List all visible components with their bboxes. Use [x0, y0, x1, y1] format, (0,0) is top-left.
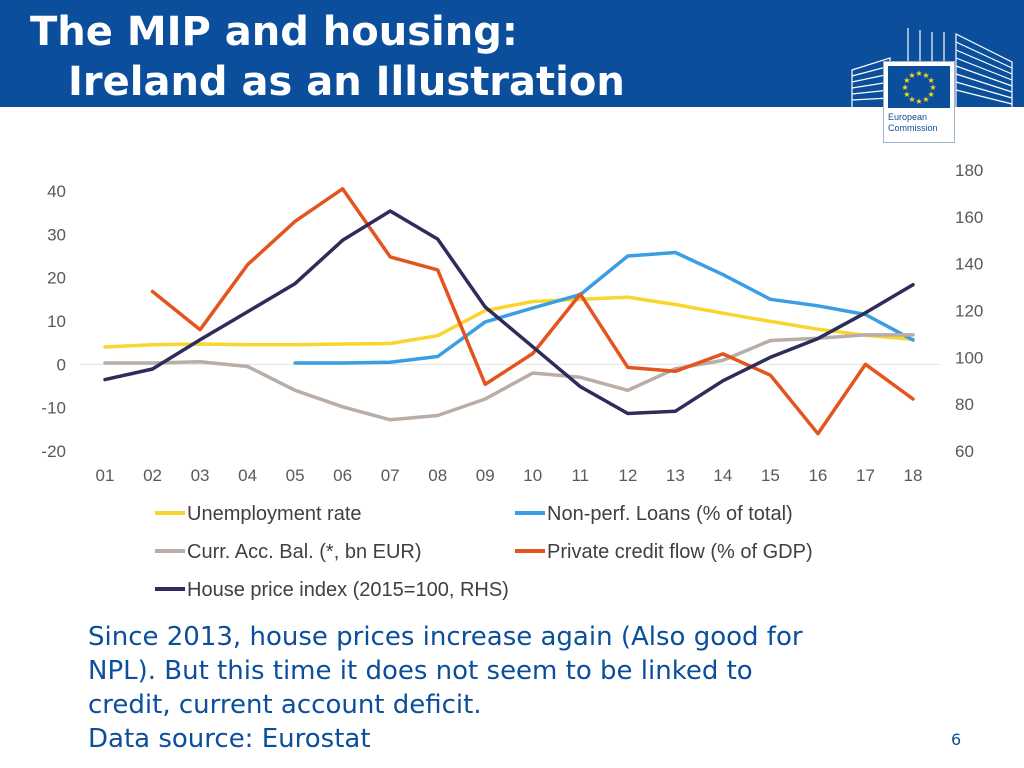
eu-star-icon: ★: [928, 90, 935, 99]
y-right-tick-label: 60: [955, 442, 974, 461]
eu-flag: ★ ★ ★ ★ ★ ★ ★ ★ ★ ★ ★ ★: [888, 66, 950, 108]
caption-line-3: credit, current account deficit.: [88, 690, 482, 720]
eu-star-icon: ★: [922, 71, 929, 80]
caption-line-2: NPL). But this time it does not seem to …: [88, 656, 753, 686]
x-tick-label: 08: [428, 466, 447, 485]
y-left-tick-label: 10: [47, 312, 66, 331]
legend-label: House price index (2015=100, RHS): [187, 579, 509, 601]
eu-star-icon: ★: [903, 76, 910, 85]
x-axis-ticks: 01 02 03 04 05 06 07 08 09 10 11 12 13 14 15 16 17 18: [96, 466, 923, 485]
x-tick-label: 05: [286, 466, 305, 485]
caption-line-4: Data source: Eurostat: [88, 724, 371, 754]
logo-text-line-2: Commission: [888, 123, 938, 133]
x-tick-label: 02: [143, 466, 162, 485]
y-right-tick-label: 180: [955, 161, 983, 180]
y-left-tick-label: 0: [57, 355, 66, 374]
eu-star-icon: ★: [908, 95, 915, 104]
x-tick-label: 10: [523, 466, 542, 485]
x-tick-label: 15: [761, 466, 780, 485]
y-left-tick-label: -20: [41, 442, 66, 461]
x-tick-label: 14: [713, 466, 732, 485]
logo-panel: ★ ★ ★ ★ ★ ★ ★ ★ ★ ★ ★ ★ European Commission: [883, 61, 955, 143]
y-left-tick-label: 30: [47, 225, 66, 244]
x-tick-label: 11: [571, 466, 589, 485]
legend-label: Curr. Acc. Bal. (*, bn EUR): [187, 541, 422, 563]
x-tick-label: 04: [238, 466, 257, 485]
eu-stars-icon: ★ ★★★★★★★★★★★: [901, 69, 936, 106]
x-tick-label: 09: [476, 466, 495, 485]
legend-label: Unemployment rate: [187, 503, 362, 525]
x-tick-label: 07: [381, 466, 400, 485]
page-number: 6: [951, 730, 962, 749]
legend-label: Non-perf. Loans (% of total): [547, 503, 793, 525]
y-right-tick-label: 100: [955, 348, 983, 367]
y-right-tick-label: 80: [955, 395, 974, 414]
x-tick-label: 12: [618, 466, 637, 485]
eu-star-icon: ★: [908, 71, 915, 80]
logo-text-line-1: European: [888, 112, 928, 122]
left-axis-ticks: -20 -10 0 10 20 30 40: [41, 182, 66, 461]
eu-star-icon: ★: [915, 97, 922, 106]
series-line: [293, 250, 915, 365]
eu-star-icon: ★: [929, 83, 936, 92]
series-line: [150, 187, 915, 436]
right-axis-ticks: 60 80 100 120 140 160 180: [955, 161, 983, 461]
line-chart: -20 -10 0 10 20 30 40 60 80 100 120 140 160 180 01 02…: [41, 161, 983, 601]
series-lines: [103, 187, 915, 436]
x-tick-label: 13: [666, 466, 685, 485]
logo-text: European Commission: [888, 112, 938, 134]
x-tick-label: 18: [904, 466, 923, 485]
slide-title-line-1: The MIP and housing:: [30, 9, 518, 55]
eu-star-icon: ★: [922, 95, 929, 104]
series-line: [103, 295, 915, 349]
slide-caption: Since 2013, house prices increase again …: [88, 620, 908, 756]
slide-title-line-2: Ireland as an Illustration: [68, 59, 625, 105]
eu-star-icon: ★: [901, 83, 908, 92]
x-tick-label: 17: [856, 466, 875, 485]
header-bar: The MIP and housing: Ireland as an Illus…: [0, 0, 1024, 107]
x-tick-label: 01: [96, 466, 115, 485]
y-right-tick-label: 120: [955, 302, 983, 321]
legend-label: Private credit flow (% of GDP): [547, 541, 813, 563]
y-left-tick-label: -10: [41, 399, 66, 418]
y-left-tick-label: 20: [47, 269, 66, 288]
eu-star-icon: ★: [928, 76, 935, 85]
caption-line-1: Since 2013, house prices increase again …: [88, 622, 803, 652]
chart-legend: Unemployment rate Non-perf. Loans (% of t…: [155, 503, 813, 601]
eu-star-icon: ★: [915, 69, 922, 78]
y-right-tick-label: 140: [955, 255, 983, 274]
eu-star-icon: ★: [903, 90, 910, 99]
y-right-tick-label: 160: [955, 208, 983, 227]
x-tick-label: 03: [191, 466, 210, 485]
x-tick-label: 06: [333, 466, 352, 485]
y-left-tick-label: 40: [47, 182, 66, 201]
x-tick-label: 16: [808, 466, 827, 485]
series-line: [103, 209, 915, 416]
series-line: [103, 333, 915, 422]
european-commission-logo: ★ ★ ★ ★ ★ ★ ★ ★ ★ ★ ★ ★ European Commission: [850, 28, 1014, 144]
